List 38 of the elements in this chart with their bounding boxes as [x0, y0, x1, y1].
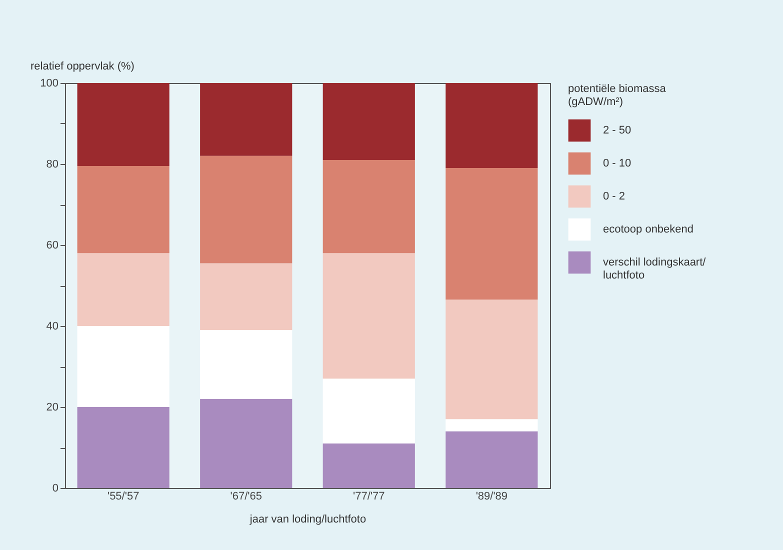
bar: [446, 83, 538, 168]
y-tick-label: 40: [46, 320, 58, 332]
bar: [322, 83, 415, 160]
bar: [77, 166, 170, 254]
bar: [446, 419, 538, 432]
bar: [77, 326, 170, 407]
bar: [77, 83, 170, 166]
bar: [200, 263, 292, 330]
x-tick-label: '67/'65: [230, 490, 262, 502]
legend-label: verschil lodingskaart/ luchtfoto: [603, 256, 707, 282]
bar: [77, 407, 170, 488]
bar: [446, 431, 538, 488]
legend-label: 2 - 50: [603, 124, 632, 136]
bar: [200, 156, 292, 264]
y-tick-label: 80: [46, 158, 58, 170]
y-tick-label: 0: [52, 482, 58, 494]
bar: [446, 300, 538, 420]
x-tick-label: '55/'57: [107, 490, 140, 502]
bar: [322, 160, 415, 254]
y-axis-title: relatief oppervlak (%): [30, 60, 134, 72]
x-tick-label: '89/'89: [476, 490, 508, 502]
bar: [322, 253, 415, 379]
bar: [200, 330, 292, 399]
bar: [200, 398, 292, 488]
bar: [77, 253, 170, 326]
x-axis-title: jaar van loding/luchtfoto: [248, 514, 366, 526]
legend-label: ecotoop onbekend: [603, 224, 694, 236]
legend-title: potentiële biomassa (gADW/m²): [568, 83, 667, 108]
legend-label: 0 - 2: [603, 190, 626, 202]
bar: [322, 378, 415, 444]
y-tick-label: 20: [46, 402, 58, 414]
y-tick-label: 100: [40, 78, 58, 90]
y-tick-label: 60: [46, 240, 58, 252]
bar: [446, 168, 538, 300]
bar: [200, 83, 292, 156]
legend-label: 0 - 10: [603, 158, 632, 170]
x-tick-label: '77/'77: [353, 490, 385, 502]
bar: [322, 443, 415, 488]
